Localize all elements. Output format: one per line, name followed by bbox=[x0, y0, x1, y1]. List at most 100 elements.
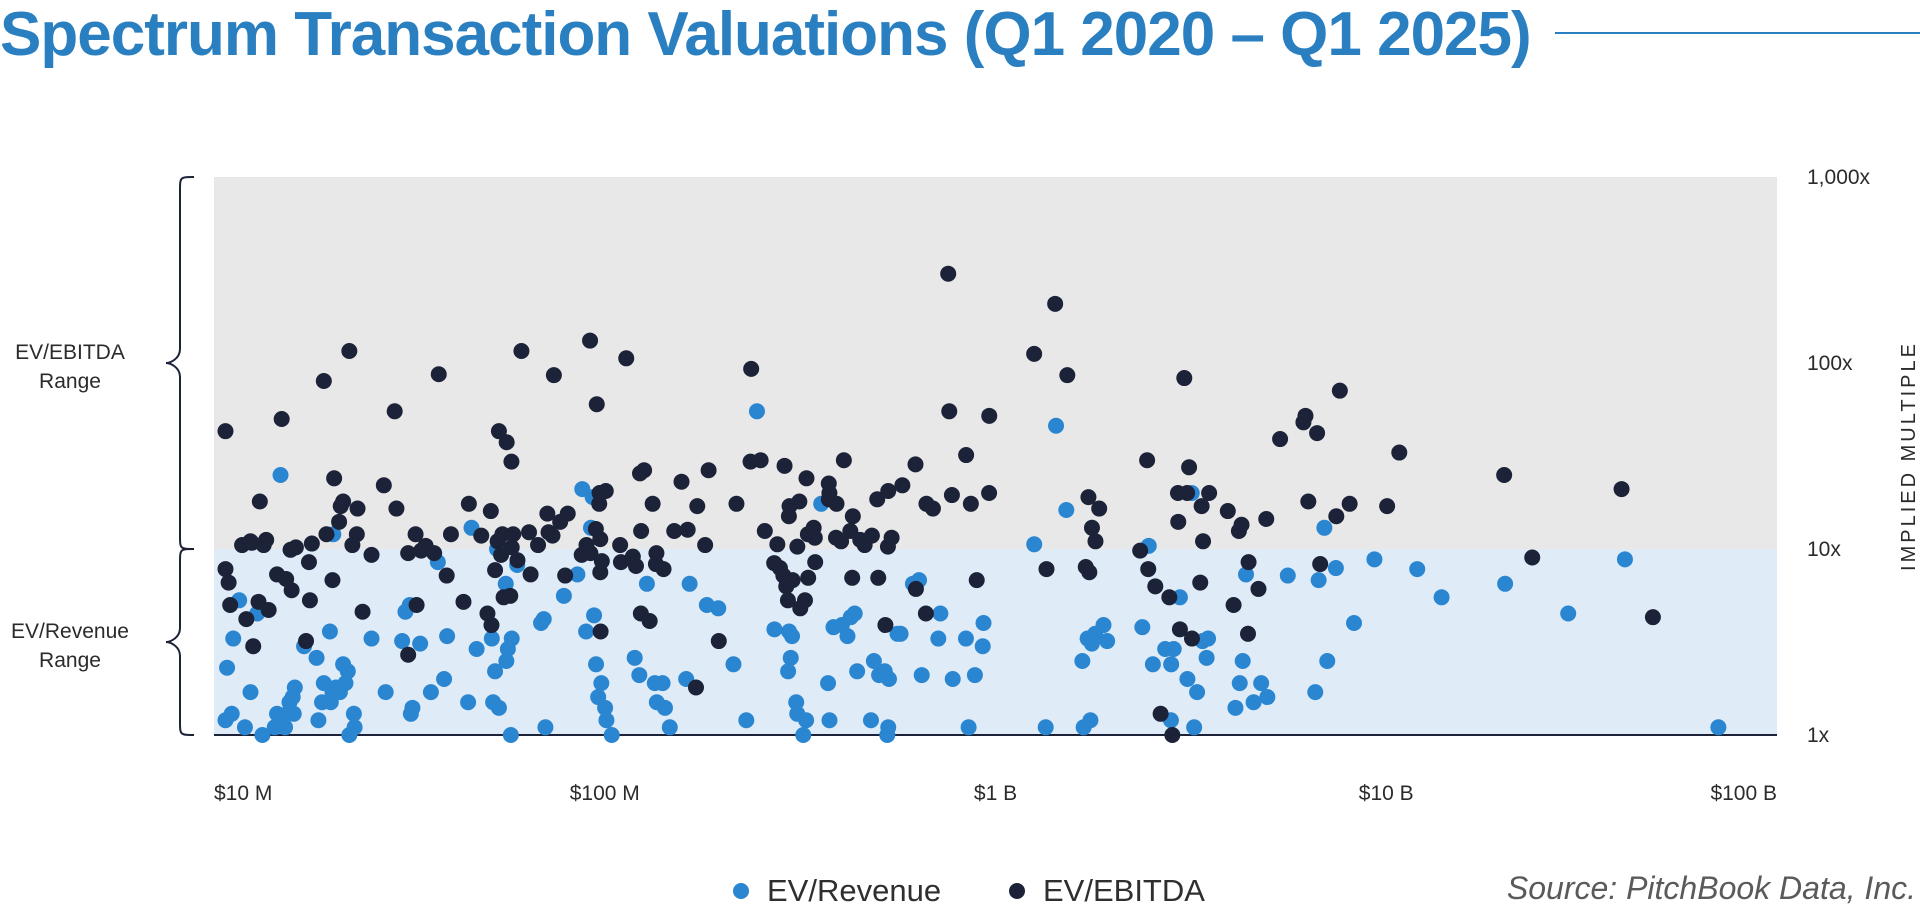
ev-ebitda-point bbox=[593, 553, 610, 570]
ev-revenue-point bbox=[597, 699, 614, 716]
ev-ebitda-point bbox=[460, 495, 477, 512]
ev-ebitda-point bbox=[300, 554, 317, 571]
ev-revenue-point bbox=[569, 566, 586, 583]
ev-revenue-point bbox=[892, 625, 909, 642]
ev-revenue-point bbox=[839, 628, 856, 645]
ev-ebitda-point bbox=[217, 561, 234, 578]
ev-ebitda-point bbox=[1272, 431, 1289, 448]
ev-ebitda-point bbox=[958, 447, 975, 464]
ev-ebitda-point bbox=[835, 452, 852, 469]
ev-ebitda-point bbox=[287, 539, 304, 556]
ev-revenue-point bbox=[960, 719, 977, 736]
ev-ebitda-point bbox=[941, 403, 958, 420]
ebitda-range-band bbox=[214, 177, 1777, 549]
ev-revenue-point bbox=[975, 615, 992, 632]
ev-ebitda-point bbox=[1139, 452, 1156, 469]
ev-revenue-point bbox=[503, 630, 520, 647]
ev-ebitda-series bbox=[217, 265, 1661, 743]
ev-ebitda-point bbox=[442, 526, 459, 543]
ev-revenue-point bbox=[795, 727, 812, 743]
ev-ebitda-point bbox=[1083, 519, 1100, 536]
ev-revenue-point bbox=[308, 649, 325, 666]
ev-revenue-point bbox=[1099, 633, 1116, 650]
ev-revenue-point bbox=[490, 699, 507, 716]
ev-revenue-point bbox=[586, 607, 603, 624]
ev-revenue-point bbox=[784, 628, 801, 645]
ev-revenue-point bbox=[1082, 712, 1099, 729]
ev-revenue-point bbox=[588, 656, 605, 673]
ev-revenue-point bbox=[339, 663, 356, 680]
ev-ebitda-point bbox=[482, 503, 499, 520]
ev-revenue-point bbox=[656, 699, 673, 716]
ev-ebitda-point bbox=[644, 495, 661, 512]
ev-ebitda-point bbox=[1140, 561, 1157, 578]
ebitda-range-brace bbox=[165, 176, 195, 550]
ev-revenue-point bbox=[957, 630, 974, 647]
ev-ebitda-point bbox=[1201, 485, 1218, 502]
x-tick-label: $10 B bbox=[1359, 782, 1414, 805]
ev-revenue-point bbox=[1231, 675, 1248, 692]
ev-ebitda-point bbox=[1038, 561, 1055, 578]
ev-ebitda-point bbox=[245, 638, 262, 655]
ev-ebitda-point bbox=[752, 452, 769, 469]
ev-revenue-point bbox=[725, 656, 742, 673]
ev-revenue-point bbox=[1253, 675, 1270, 692]
ev-revenue-point bbox=[487, 663, 504, 680]
ev-ebitda-point bbox=[324, 572, 341, 589]
ev-ebitda-point bbox=[1176, 370, 1193, 387]
ev-revenue-point bbox=[460, 694, 477, 711]
ev-ebitda-point bbox=[438, 567, 455, 584]
ev-ebitda-point bbox=[1644, 609, 1661, 626]
ev-revenue-point bbox=[966, 667, 983, 684]
ev-ebitda-point bbox=[1195, 533, 1212, 550]
ev-ebitda-point bbox=[1132, 542, 1149, 559]
ev-ebitda-point bbox=[673, 473, 690, 490]
ev-revenue-point bbox=[502, 727, 519, 743]
ev-ebitda-point bbox=[1087, 533, 1104, 550]
ev-revenue-point bbox=[681, 575, 698, 592]
ev-revenue-point bbox=[497, 575, 514, 592]
ev-ebitda-point bbox=[907, 580, 924, 597]
ev-revenue-point bbox=[219, 659, 236, 676]
ev-ebitda-point bbox=[544, 527, 561, 544]
ev-ebitda-point bbox=[924, 500, 941, 517]
ev-ebitda-point bbox=[315, 373, 332, 390]
ev-revenue-point bbox=[1095, 617, 1112, 634]
ev-ebitda-point bbox=[648, 545, 665, 562]
ev-revenue-point bbox=[578, 623, 595, 640]
ev-ebitda-point bbox=[498, 434, 515, 451]
ev-revenue-point bbox=[345, 705, 362, 722]
ev-ebitda-point bbox=[503, 453, 520, 470]
ev-revenue-point bbox=[1163, 656, 1180, 673]
ev-ebitda-point bbox=[408, 596, 425, 613]
ev-ebitda-point bbox=[1183, 630, 1200, 647]
ev-revenue-point bbox=[1245, 694, 1262, 711]
ev-revenue-point bbox=[439, 628, 456, 645]
ev-ebitda-point bbox=[833, 533, 850, 550]
ev-ebitda-point bbox=[260, 601, 277, 618]
legend-dot-revenue bbox=[733, 883, 749, 899]
ev-ebitda-point bbox=[1181, 459, 1198, 476]
ev-ebitda-point bbox=[400, 545, 417, 562]
y-tick-labels: 1x 10x 100x 1,000x bbox=[1807, 166, 1871, 747]
ev-revenue-point bbox=[766, 621, 783, 638]
ev-ebitda-point bbox=[273, 410, 290, 427]
ev-revenue-point bbox=[603, 727, 620, 743]
ev-ebitda-point bbox=[1152, 705, 1169, 722]
ev-revenue-point bbox=[535, 611, 552, 628]
ev-revenue-point bbox=[932, 605, 949, 622]
ev-ebitda-point bbox=[455, 593, 472, 610]
ev-ebitda-point bbox=[689, 498, 706, 515]
ev-ebitda-point bbox=[238, 611, 255, 628]
ev-revenue-point bbox=[1134, 619, 1151, 636]
ev-revenue-point bbox=[820, 675, 837, 692]
legend-label-ebitda: EV/EBITDA bbox=[1043, 873, 1205, 908]
ev-revenue-point bbox=[865, 652, 882, 669]
ev-ebitda-point bbox=[807, 554, 824, 571]
ev-ebitda-point bbox=[1312, 556, 1329, 573]
ev-revenue-point bbox=[555, 587, 572, 604]
ev-ebitda-point bbox=[1328, 508, 1345, 525]
ev-ebitda-point bbox=[1081, 564, 1098, 581]
x-tick-label: $100 B bbox=[1710, 782, 1777, 805]
